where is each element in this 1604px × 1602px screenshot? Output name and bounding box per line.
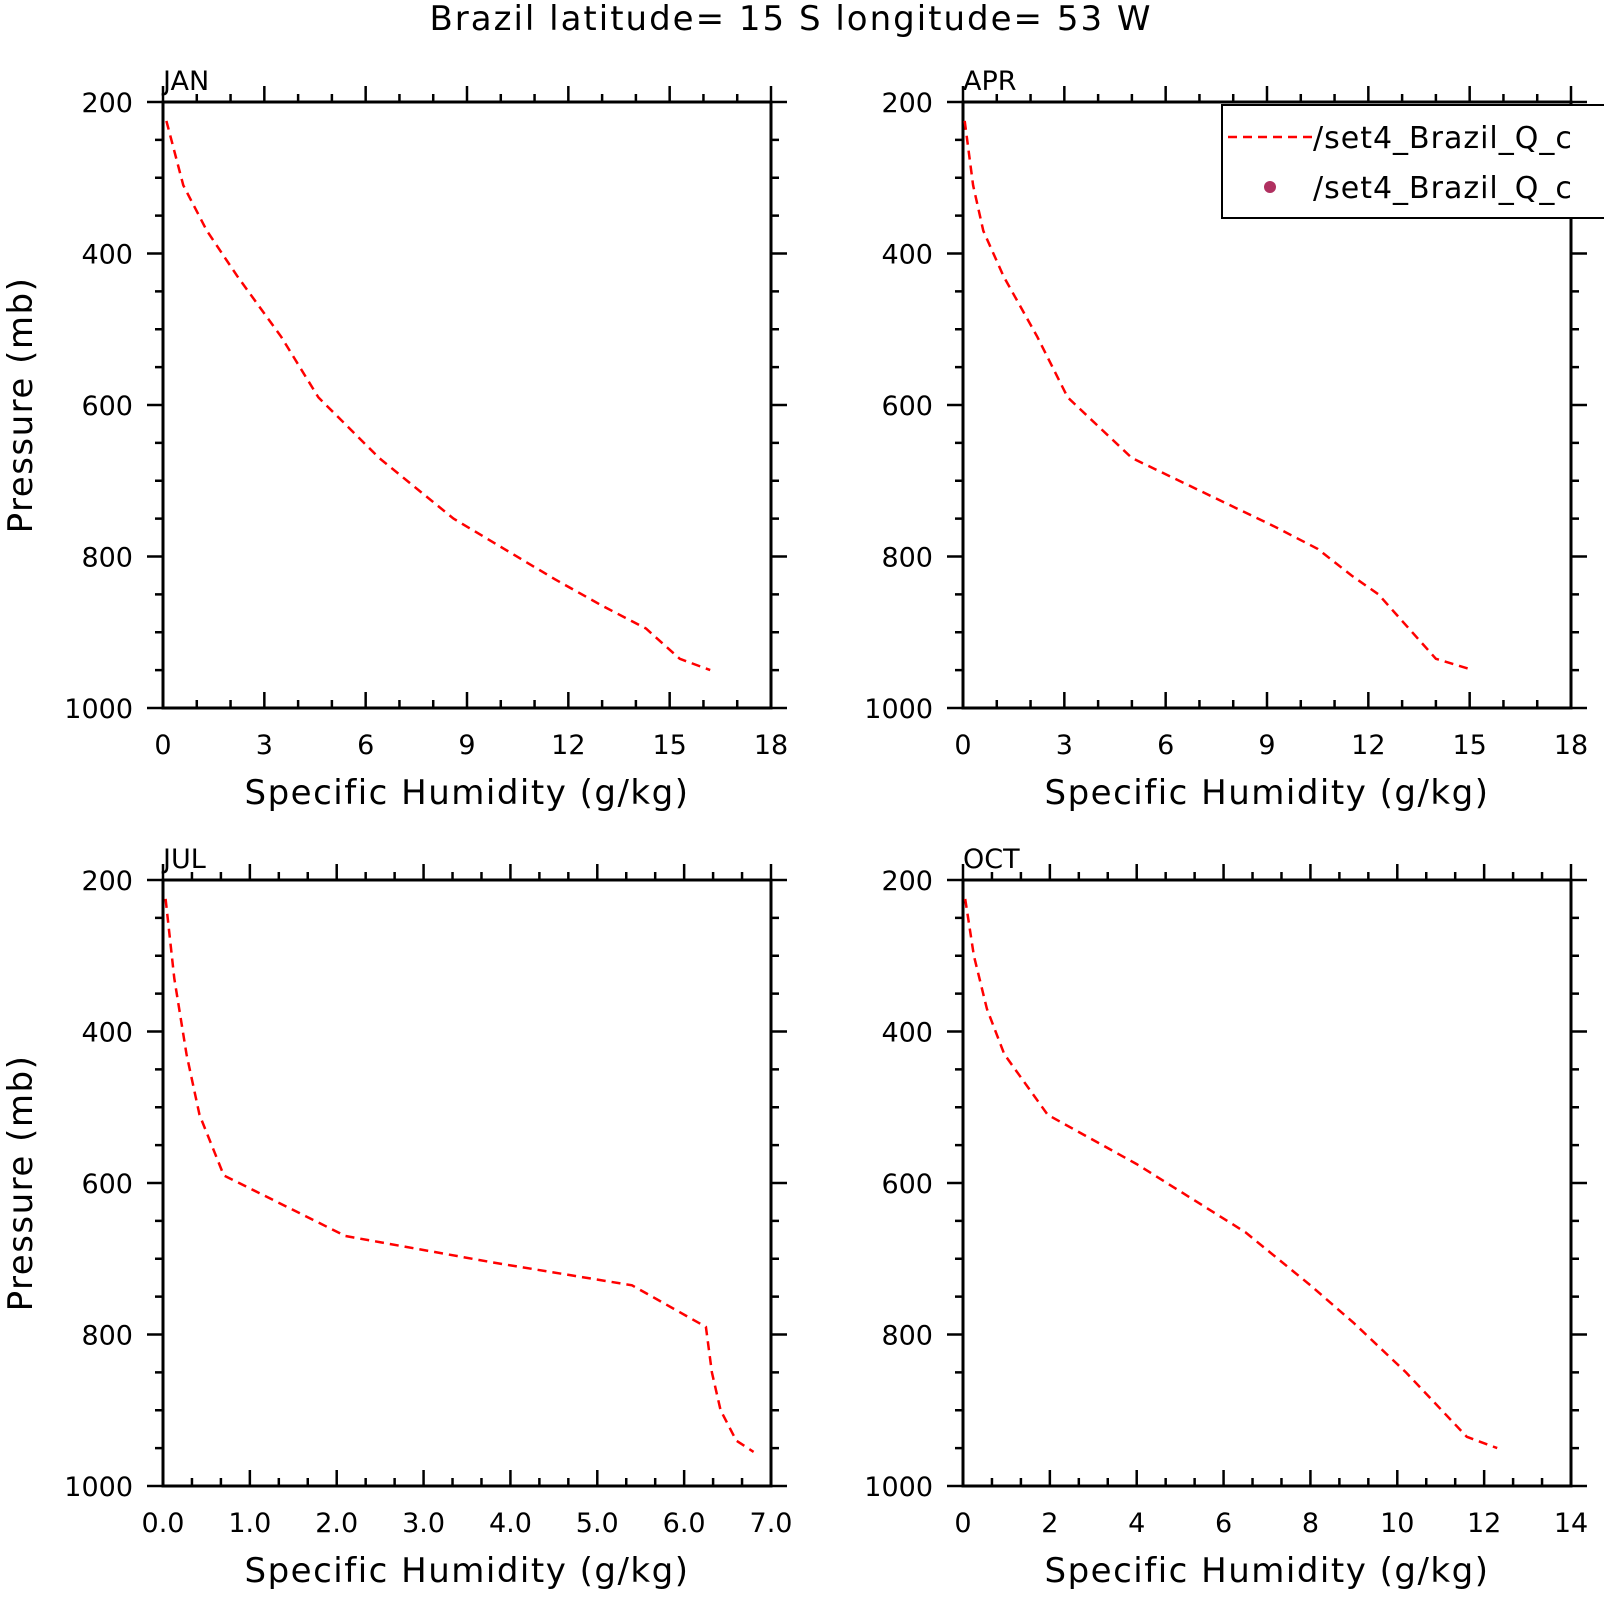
x-tick-label: 0 bbox=[154, 730, 171, 761]
plot-frame bbox=[161, 878, 773, 1488]
x-tick-label: 18 bbox=[754, 730, 788, 761]
x-tick-label: 2 bbox=[1041, 1508, 1058, 1539]
x-tick-label: 6 bbox=[1215, 1508, 1232, 1539]
x-tick-label: 3 bbox=[256, 730, 273, 761]
panel-label: OCT bbox=[963, 844, 1020, 875]
legend-marker-swatch bbox=[1264, 181, 1276, 193]
y-tick-label: 1000 bbox=[864, 1472, 933, 1503]
x-tick-label: 5.0 bbox=[576, 1508, 619, 1539]
y-tick-label: 800 bbox=[81, 1321, 133, 1352]
x-tick-label: 3.0 bbox=[402, 1508, 445, 1539]
panel-label: APR bbox=[963, 66, 1017, 97]
y-tick-label: 800 bbox=[81, 543, 133, 574]
x-tick-label: 7.0 bbox=[750, 1508, 793, 1539]
y-axis-label: Pressure (mb) bbox=[1, 277, 41, 534]
x-tick-label: 4.0 bbox=[489, 1508, 532, 1539]
y-tick-label: 200 bbox=[81, 88, 133, 119]
y-tick-label: 400 bbox=[881, 1018, 933, 1049]
x-tick-label: 12 bbox=[1467, 1508, 1501, 1539]
panel-apr: APR 0 3 6 9 12 15 18 Specific Humidity (g/kg) 200… bbox=[864, 66, 1588, 813]
y-axis-label: Pressure (mb) bbox=[1, 1055, 41, 1312]
x-tick-label: 10 bbox=[1380, 1508, 1414, 1539]
panel-jul: JUL 0.0 1.0 2.0 3.0 4.0 5.0 6.0 7.0 Specific Humi… bbox=[1, 844, 792, 1591]
x-axis-label: Specific Humidity (g/kg) bbox=[1045, 1551, 1490, 1591]
x-tick-label: 2.0 bbox=[315, 1508, 358, 1539]
y-tick-label: 200 bbox=[81, 866, 133, 897]
plot-frame bbox=[161, 100, 773, 710]
y-tick-label: 600 bbox=[81, 391, 133, 422]
x-tick-label: 12 bbox=[1351, 730, 1385, 761]
y-tick-label: 200 bbox=[881, 88, 933, 119]
legend-box bbox=[1221, 104, 1604, 219]
series-line bbox=[164, 898, 755, 1453]
x-tick-label: 14 bbox=[1554, 1508, 1588, 1539]
y-tick-label: 800 bbox=[881, 1321, 933, 1352]
y-tick-label: 800 bbox=[881, 543, 933, 574]
panel-oct: OCT 0 2 4 6 8 10 12 14 Specific Humidity (g/kg) 20… bbox=[864, 844, 1588, 1591]
x-tick-label: 9 bbox=[458, 730, 475, 761]
series-line bbox=[963, 120, 1474, 672]
y-tick-label: 600 bbox=[881, 1169, 933, 1200]
x-tick-label: 3 bbox=[1056, 730, 1073, 761]
panel-label: JAN bbox=[161, 66, 209, 97]
y-tick-label: 1000 bbox=[64, 1472, 133, 1503]
x-tick-label: 0.0 bbox=[142, 1508, 185, 1539]
x-tick-label: 0 bbox=[954, 1508, 971, 1539]
panel-jan: JAN 0 3 6 9 12 15 18 Specific Humidity (g/kg) 200… bbox=[1, 66, 788, 813]
x-tick-label: 4 bbox=[1128, 1508, 1145, 1539]
x-tick-label: 6 bbox=[357, 730, 374, 761]
y-tick-label: 1000 bbox=[64, 694, 133, 725]
x-tick-label: 15 bbox=[652, 730, 686, 761]
y-tick-label: 400 bbox=[81, 1018, 133, 1049]
y-tick-label: 600 bbox=[881, 391, 933, 422]
x-tick-label: 1.0 bbox=[228, 1508, 271, 1539]
y-tick-label: 600 bbox=[81, 1169, 133, 1200]
x-tick-label: 9 bbox=[1258, 730, 1275, 761]
x-axis-label: Specific Humidity (g/kg) bbox=[245, 1551, 690, 1591]
x-tick-label: 8 bbox=[1302, 1508, 1319, 1539]
legend-entry-1-label: /set4_Brazil_Q_c bbox=[1313, 121, 1573, 156]
x-tick-label: 18 bbox=[1554, 730, 1588, 761]
plot-frame bbox=[961, 878, 1573, 1488]
x-tick-label: 12 bbox=[551, 730, 585, 761]
y-tick-label: 400 bbox=[81, 240, 133, 271]
y-tick-label: 1000 bbox=[864, 694, 933, 725]
series-line bbox=[165, 120, 711, 672]
x-axis-label: Specific Humidity (g/kg) bbox=[1045, 773, 1490, 813]
panel-label: JUL bbox=[161, 844, 206, 875]
x-tick-label: 6.0 bbox=[663, 1508, 706, 1539]
chart-title: Brazil latitude= 15 S longitude= 53 W bbox=[429, 0, 1152, 39]
x-tick-label: 0 bbox=[954, 730, 971, 761]
x-tick-label: 6 bbox=[1157, 730, 1174, 761]
x-axis-label: Specific Humidity (g/kg) bbox=[245, 773, 690, 813]
y-tick-label: 400 bbox=[881, 240, 933, 271]
x-tick-label: 15 bbox=[1452, 730, 1486, 761]
legend: /set4_Brazil_Q_c /set4_Brazil_Q_c bbox=[1221, 104, 1604, 219]
legend-entry-2-label: /set4_Brazil_Q_c bbox=[1313, 171, 1573, 206]
series-line bbox=[963, 898, 1498, 1450]
y-tick-label: 200 bbox=[881, 866, 933, 897]
